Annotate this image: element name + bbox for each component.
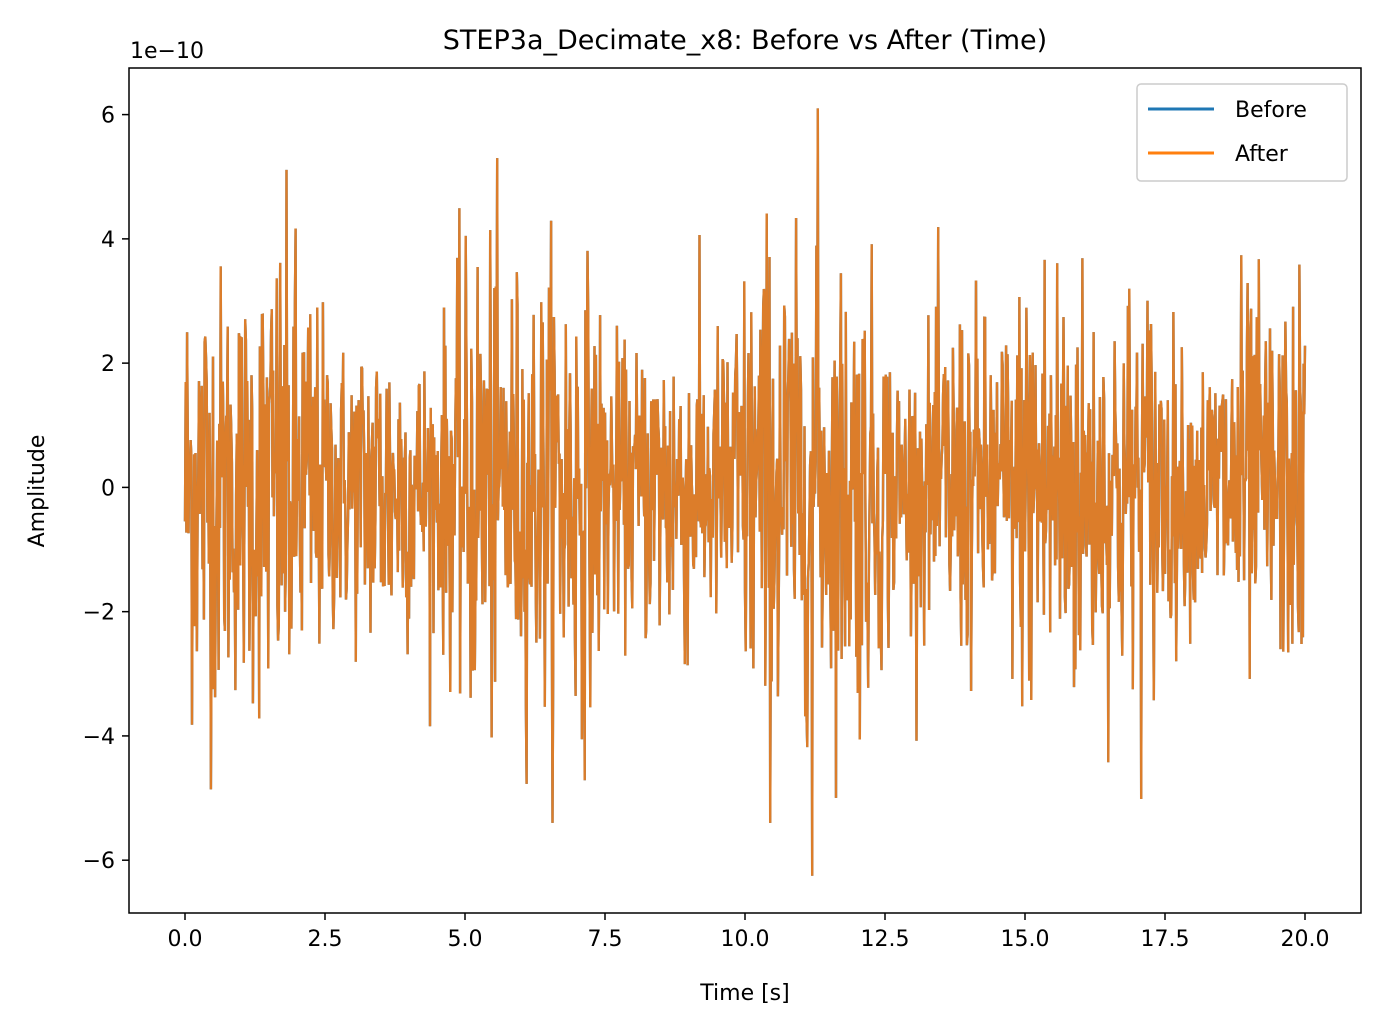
y-tick-label: 2 — [101, 352, 115, 377]
x-axis-label: Time [s] — [699, 981, 789, 1006]
x-tick-label: 17.5 — [1141, 927, 1190, 952]
legend: Before After — [1136, 83, 1348, 182]
x-tick-label: 5.0 — [448, 927, 483, 952]
y-tick-label: −2 — [83, 601, 115, 626]
y-tick-label: −4 — [83, 725, 115, 750]
y-axis: 6 4 2 0 −2 −4 −6 — [83, 104, 129, 874]
x-tick-label: 2.5 — [308, 927, 343, 952]
x-tick-label: 7.5 — [588, 927, 623, 952]
y-tick-label: 0 — [101, 476, 115, 501]
legend-label-before: Before — [1235, 98, 1307, 123]
chart-title: STEP3a_Decimate_x8: Before vs After (Tim… — [443, 25, 1047, 56]
plot-area — [183, 108, 1307, 876]
y-axis-offset-label: 1e−10 — [130, 39, 204, 64]
x-tick-label: 20.0 — [1281, 927, 1330, 952]
y-tick-label: 4 — [101, 228, 115, 253]
x-axis: 0.0 2.5 5.0 7.5 10.0 12.5 15.0 17.5 20.0 — [168, 913, 1330, 952]
y-tick-label: 6 — [101, 104, 115, 129]
y-axis-label: Amplitude — [25, 435, 50, 548]
x-tick-label: 15.0 — [1001, 927, 1050, 952]
x-tick-label: 10.0 — [721, 927, 770, 952]
y-tick-label: −6 — [83, 849, 115, 874]
legend-label-after: After — [1235, 142, 1289, 167]
x-tick-label: 0.0 — [168, 927, 203, 952]
x-tick-label: 12.5 — [861, 927, 910, 952]
series-line-after — [183, 108, 1307, 876]
